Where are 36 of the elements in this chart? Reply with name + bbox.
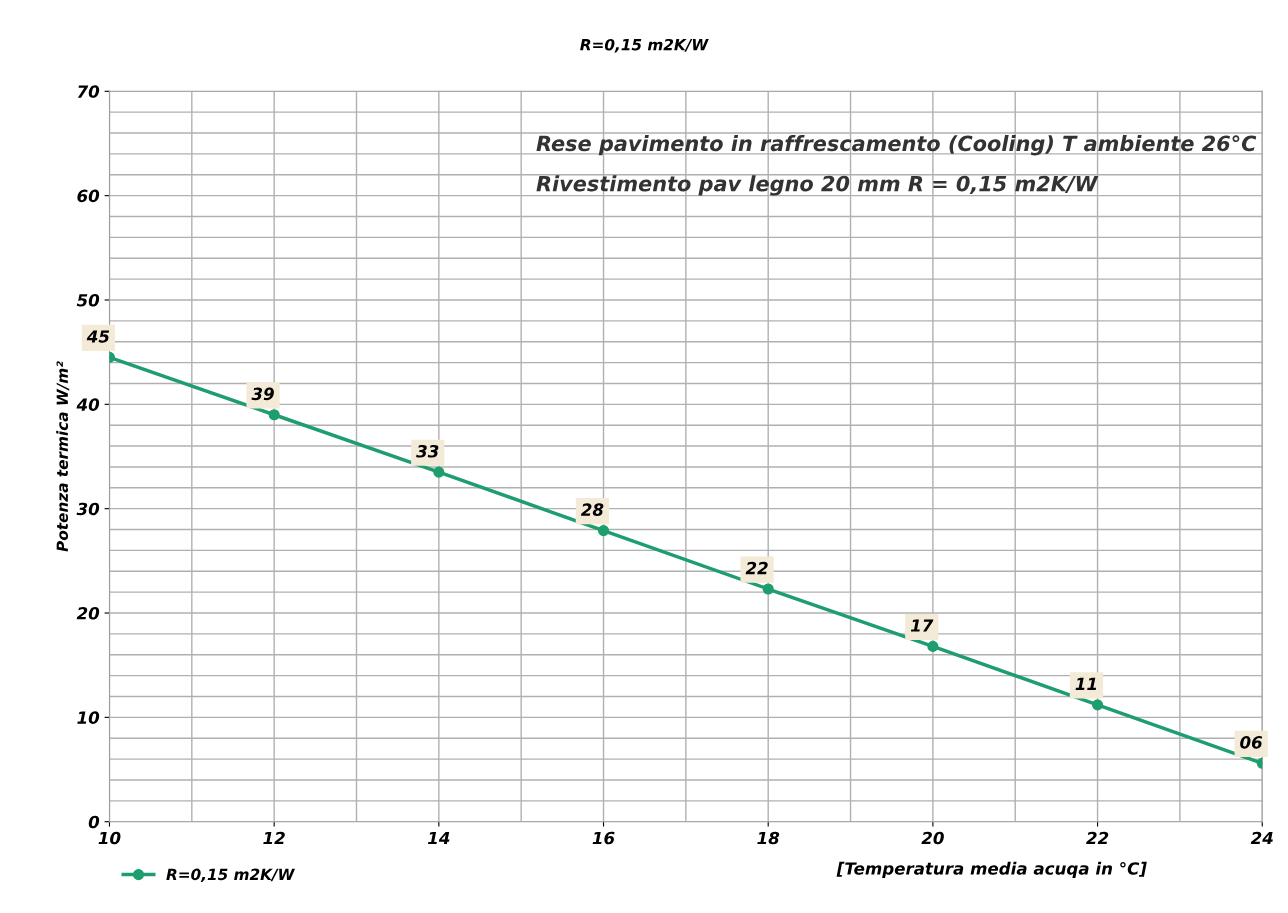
- y-tick-label: 20: [76, 606, 100, 620]
- data-label: 45: [86, 330, 110, 343]
- y-tick-label: 0: [88, 815, 100, 829]
- x-tick-label: 14: [427, 831, 450, 845]
- x-tick-label: 22: [1086, 831, 1109, 845]
- annotation: Rivestimento pav legno 20 mm R = 0,15 m2K/W: [536, 175, 1099, 196]
- y-axis-title: Potenza termica W/m²: [56, 361, 70, 552]
- data-label: 39: [251, 387, 274, 401]
- data-label: 11: [1075, 677, 1097, 690]
- point: [762, 583, 774, 595]
- x-tick-label: 16: [592, 831, 615, 845]
- y-tick-label: 10: [77, 711, 100, 724]
- data-label: 28: [580, 503, 604, 516]
- y-tick-label: 30: [76, 502, 100, 516]
- point: [433, 466, 445, 478]
- x-axis-title: [Temperatura media acuqa in °C]: [836, 861, 1147, 878]
- x-tick-label: 10: [98, 831, 121, 845]
- x-tick-label: 20: [921, 831, 944, 845]
- point: [927, 640, 939, 652]
- annotation: Rese pavimento in raffrescamento (Cooling) T ambiente 26°C: [536, 135, 1257, 156]
- y-tick-label: 70: [77, 85, 100, 98]
- y-tick-label: 60: [77, 189, 100, 203]
- point: [597, 525, 610, 537]
- point: [1092, 699, 1104, 711]
- point: [268, 409, 280, 421]
- data-label: 17: [910, 619, 934, 632]
- x-tick-label: 12: [263, 831, 285, 845]
- y-tick-label: 40: [76, 398, 100, 411]
- legend-label: R=0,15 m2K/W: [166, 868, 296, 883]
- x-tick-label: 24: [1250, 831, 1273, 845]
- chart-title: R=0,15 m2K/W: [580, 38, 709, 53]
- data-label: 06: [1240, 736, 1263, 749]
- x-tick-label: 18: [757, 831, 780, 845]
- y-tick-label: 50: [76, 293, 100, 307]
- data-label: 33: [416, 444, 439, 458]
- data-label: 22: [745, 561, 768, 575]
